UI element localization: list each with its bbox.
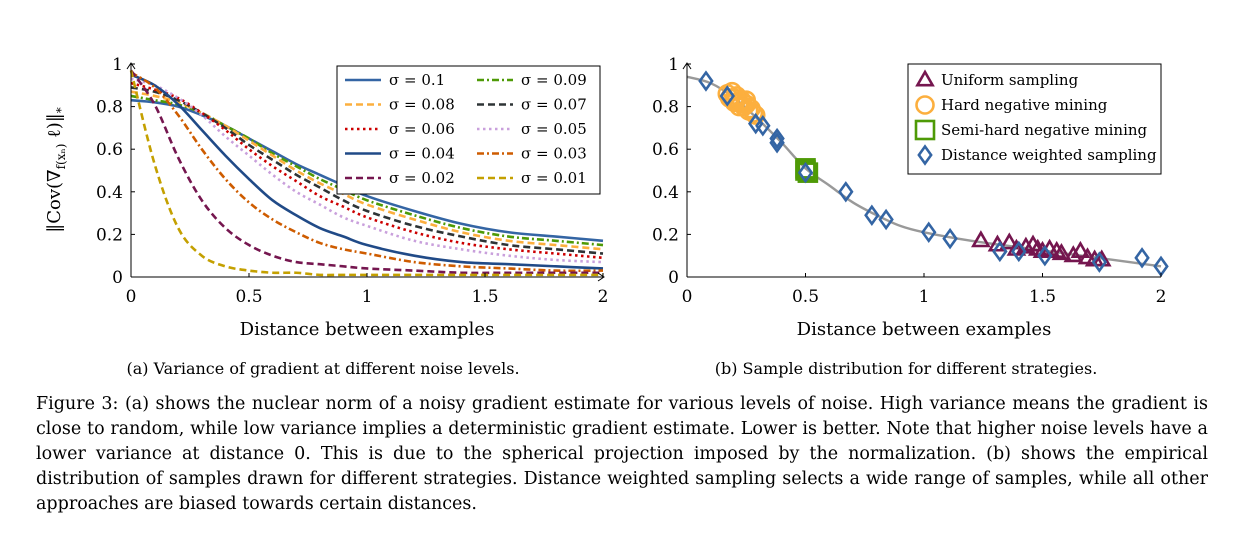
panel-a-xtick-label: 2	[598, 287, 609, 307]
panel-b-legend-square-icon	[914, 119, 936, 141]
panel-b-point-diamond	[719, 85, 736, 107]
panel-b-point-diamond	[797, 161, 814, 184]
panel-b-point-diamond	[755, 115, 771, 137]
panel-b-ytick-label: 0.6	[652, 140, 679, 160]
panel-b-ytick-label: 0	[668, 268, 679, 288]
panel-b-point-triangle	[1063, 245, 1084, 263]
panel-b-point-diamond	[992, 240, 1008, 263]
panel-a-x-arrow	[597, 272, 605, 282]
panel-b-xtick-label: 0	[682, 287, 693, 307]
panel-a-series-line	[130, 98, 604, 243]
panel-b-legend-label: Uniform sampling	[941, 71, 1079, 89]
panel-b-point-diamond	[1091, 251, 1108, 273]
panel-b-point-diamond	[942, 227, 958, 250]
panel-b-xtick-label: 0.5	[792, 287, 819, 307]
panel-b-point-diamond	[698, 70, 714, 92]
panel-a-legend: σ = 0.1 σ = 0.09 σ = 0.08 σ = 0.07 σ = 0.06 σ…	[336, 65, 601, 195]
panel-b-point-triangle	[971, 230, 991, 248]
panel-a-ytick-label: 0	[112, 268, 123, 288]
panel-a-legend-label: σ = 0.05	[521, 120, 587, 138]
panel-a-legend-label: σ = 0.06	[389, 120, 455, 138]
svg-text:‖Cov(∇f(xₙ) ℓ)‖*: ‖Cov(∇f(xₙ) ℓ)‖*	[44, 107, 68, 233]
panel-b-point-diamond	[769, 132, 785, 154]
panel-b-legend-triangle-icon	[915, 69, 935, 87]
panel-a-xtick-label: 0.5	[235, 287, 262, 307]
panel-a-series-line	[130, 86, 604, 255]
panel-b-point-diamond	[864, 204, 880, 226]
panel-a-series-line	[130, 73, 604, 270]
panel-b-ytick-label: 0.2	[652, 225, 679, 245]
panel-b-point-diamond	[769, 127, 785, 150]
panel-a-xtick-label: 1	[362, 287, 373, 307]
panel-b-xlabel: Distance between examples	[797, 319, 1052, 340]
panel-b: 0 0.5 1 1.5 2 0 0.2 0.4 0.6 0.8 1 Distance between…	[652, 55, 1169, 378]
panel-a-legend-label: σ = 0.1	[389, 71, 445, 89]
panel-a-legend-label: σ = 0.04	[389, 145, 455, 163]
panel-b-ytick-label: 1	[668, 55, 679, 75]
figure-caption: Figure 3: (a) shows the nuclear norm of …	[36, 394, 1208, 514]
panel-a-curves	[129, 69, 604, 277]
panel-a-xlabel: Distance between examples	[240, 319, 495, 340]
panel-b-xtick-label: 1	[919, 287, 930, 307]
panel-a-ylabel: ‖Cov(∇f(xₙ) ℓ)‖*	[44, 107, 68, 233]
panel-a-legend-label: σ = 0.07	[521, 96, 587, 114]
panel-b-series	[971, 230, 1112, 267]
panel-b-point-diamond	[1134, 247, 1150, 269]
panel-b-point-diamond	[1037, 244, 1053, 267]
panel-b-point-triangle	[1070, 240, 1091, 258]
panel-b-point-diamond	[878, 208, 894, 231]
panel-a-xtick-label: 1.5	[471, 287, 498, 307]
panel-b-legend-label: Hard negative mining	[941, 96, 1108, 114]
panel-a-legend-label: σ = 0.03	[521, 145, 587, 163]
panel-a-legend-label: σ = 0.08	[389, 96, 455, 114]
panel-b-point-circle	[736, 90, 757, 111]
panel-b-legend-label: Semi-hard negative mining	[941, 121, 1148, 139]
panel-b-xtick-label: 2	[1156, 287, 1167, 307]
panel-b-point-circle	[745, 105, 766, 125]
panel-a-series-line	[129, 69, 603, 275]
panel-b-point-diamond	[921, 221, 937, 243]
panel-a-subcaption: (a) Variance of gradient at different no…	[126, 359, 519, 378]
panel-b-point-triangle	[1046, 240, 1067, 258]
panel-b-ytick-label: 0.4	[652, 183, 679, 203]
panel-b-legend-circle-icon	[915, 95, 935, 115]
panel-a: 0 0.5 1 1.5 2 0 0.2 0.4 0.6 0.8 1 Distance between…	[44, 55, 608, 378]
panel-b-point-triangle	[1051, 242, 1072, 261]
panel-a-ytick-label: 0.6	[96, 140, 123, 160]
panel-a-legend-label: σ = 0.01	[521, 169, 587, 187]
panel-a-series-line	[129, 70, 603, 277]
panel-b-series	[698, 70, 1169, 278]
panel-b-series	[717, 81, 766, 125]
panel-b-subcaption: (b) Sample distribution for different st…	[715, 359, 1098, 378]
panel-b-points	[698, 70, 1169, 278]
panel-a-y-arrow	[126, 62, 136, 70]
panel-a-xtick-label: 0	[126, 287, 137, 307]
panel-a-ytick-label: 0.2	[96, 225, 123, 245]
panel-b-point-diamond	[838, 181, 854, 203]
panel-b-legend-label: Distance weighted sampling	[941, 146, 1157, 164]
panel-b-point-diamond	[1011, 240, 1027, 263]
panel-a-ytick-label: 1	[112, 55, 123, 75]
panel-a-legend-label: σ = 0.09	[521, 71, 587, 89]
panel-b-y-arrow	[682, 62, 692, 70]
panel-b-xtick-label: 1.5	[1029, 287, 1056, 307]
panel-a-series-line	[130, 71, 604, 273]
panel-a-series-line	[130, 77, 604, 264]
panel-b-legend: Uniform sampling Hard negative mining Semi…	[907, 63, 1162, 175]
panel-b-ytick-label: 0.8	[652, 98, 679, 118]
panel-b-legend-diamond-icon	[917, 144, 933, 166]
panel-a-ytick-label: 0.4	[96, 183, 123, 203]
panel-b-point-triangle	[1027, 238, 1048, 256]
panel-a-ytick-label: 0.8	[96, 98, 123, 118]
panel-a-legend-label: σ = 0.02	[389, 169, 455, 187]
panel-b-point-triangle	[999, 232, 1020, 250]
